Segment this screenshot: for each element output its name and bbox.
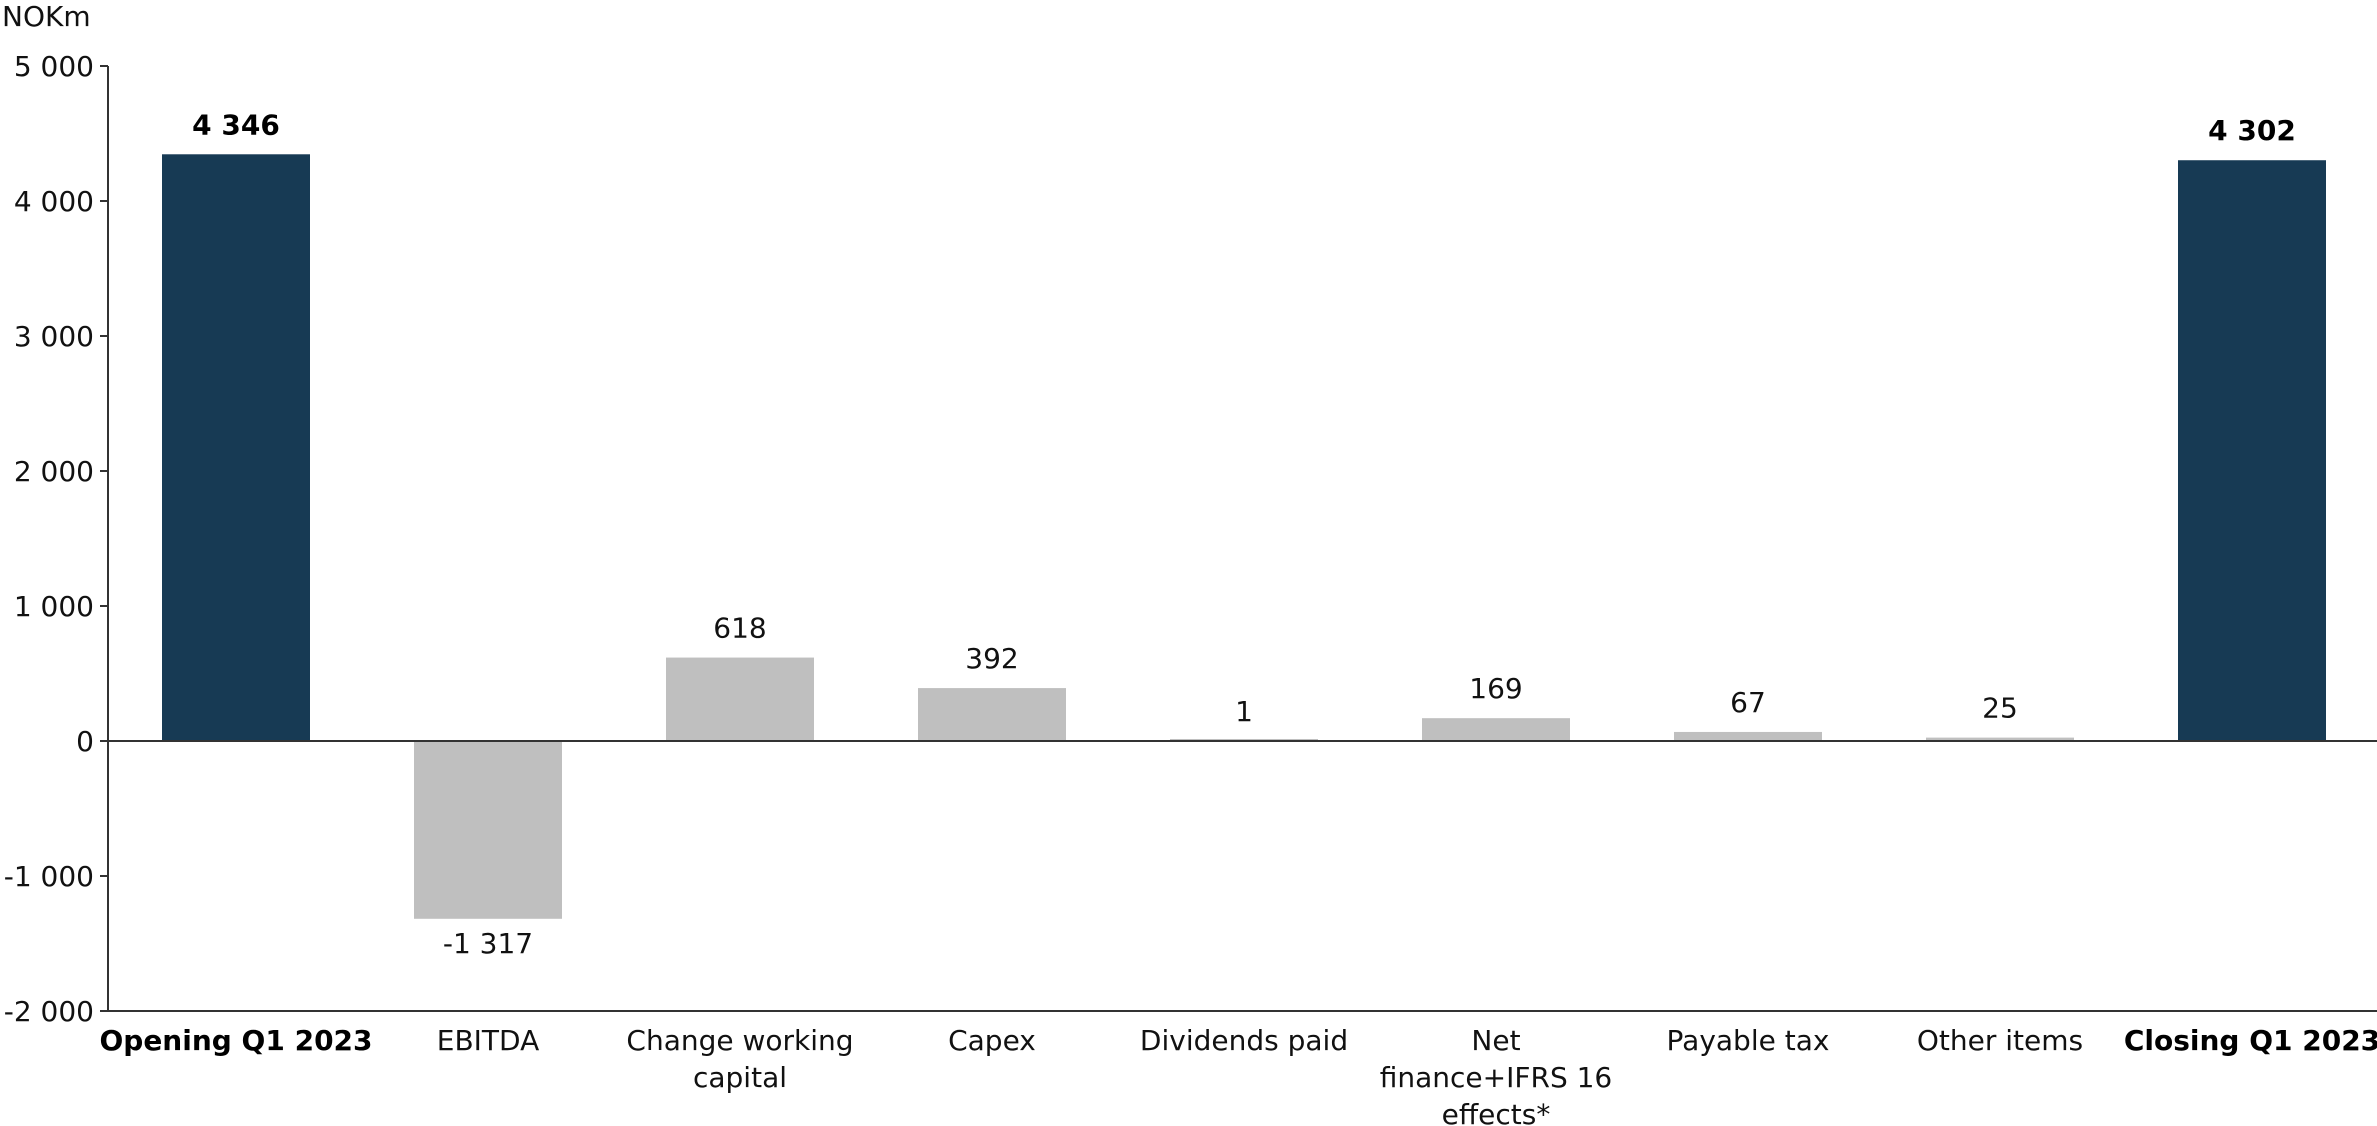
category-label-5: Net finance+IFRS 16 effects* (1380, 1024, 1613, 1126)
category-label-line: Closing Q1 2023 (2124, 1024, 2377, 1057)
data-label-5: 169 (1469, 672, 1522, 705)
y-tick-label: 0 (76, 725, 94, 758)
data-label-6: 67 (1730, 686, 1766, 719)
bar-0 (162, 154, 310, 742)
data-label-1: -1 317 (443, 927, 533, 960)
bar-3 (918, 688, 1066, 741)
y-tick-label: 5 000 (14, 50, 94, 83)
category-label-line: Opening Q1 2023 (99, 1024, 372, 1057)
data-label-2: 618 (713, 612, 766, 645)
y-tick-label: 3 000 (14, 320, 94, 353)
category-label-line: Dividends paid (1140, 1024, 1348, 1057)
data-label-3: 392 (965, 642, 1018, 675)
category-label-line: Other items (1917, 1024, 2083, 1057)
y-tick-label: 2 000 (14, 455, 94, 488)
data-label-4: 1 (1235, 695, 1253, 728)
y-tick-label: -1 000 (4, 860, 94, 893)
bar-1 (414, 741, 562, 919)
bar-6 (1674, 731, 1822, 741)
category-label-8: Closing Q1 2023 (2124, 1024, 2377, 1057)
y-tick-label: 1 000 (14, 590, 94, 623)
y-unit-label: NOKm (2, 0, 91, 33)
data-label-8: 4 302 (2208, 114, 2296, 147)
category-label-3: Capex (948, 1024, 1036, 1057)
category-label-line: effects* (1442, 1098, 1551, 1126)
bars (162, 154, 2326, 919)
data-label-7: 25 (1982, 692, 2018, 725)
category-label-line: Payable tax (1667, 1024, 1830, 1057)
category-label-0: Opening Q1 2023 (99, 1024, 372, 1057)
y-axis: 5 000 4 000 3 000 2 000 1 000 0 -1 000 -2 000 (4, 50, 2377, 1028)
category-label-2: Change working capital (626, 1024, 853, 1094)
category-labels: Opening Q1 2023 EBITDA Change working capit… (99, 1024, 2377, 1126)
data-label-0: 4 346 (192, 108, 280, 141)
bar-7 (1926, 737, 2074, 741)
y-tick-label: -2 000 (4, 995, 94, 1028)
bar-5 (1422, 718, 1570, 741)
category-label-line: EBITDA (437, 1024, 539, 1057)
category-label-line: capital (693, 1061, 787, 1094)
category-label-line: finance+IFRS 16 (1380, 1061, 1613, 1094)
bar-8 (2178, 160, 2326, 742)
category-label-line: Net (1471, 1024, 1520, 1057)
category-label-line: Capex (948, 1024, 1036, 1057)
data-labels: 4 346 -1 317 618 392 1 169 67 25 4 302 (192, 108, 2296, 960)
category-label-6: Payable tax (1667, 1024, 1830, 1057)
category-label-1: EBITDA (437, 1024, 539, 1057)
category-label-7: Other items (1917, 1024, 2083, 1057)
category-label-line: Change working (626, 1024, 853, 1057)
y-tick-label: 4 000 (14, 185, 94, 218)
bar-2 (666, 657, 814, 741)
category-label-4: Dividends paid (1140, 1024, 1348, 1057)
